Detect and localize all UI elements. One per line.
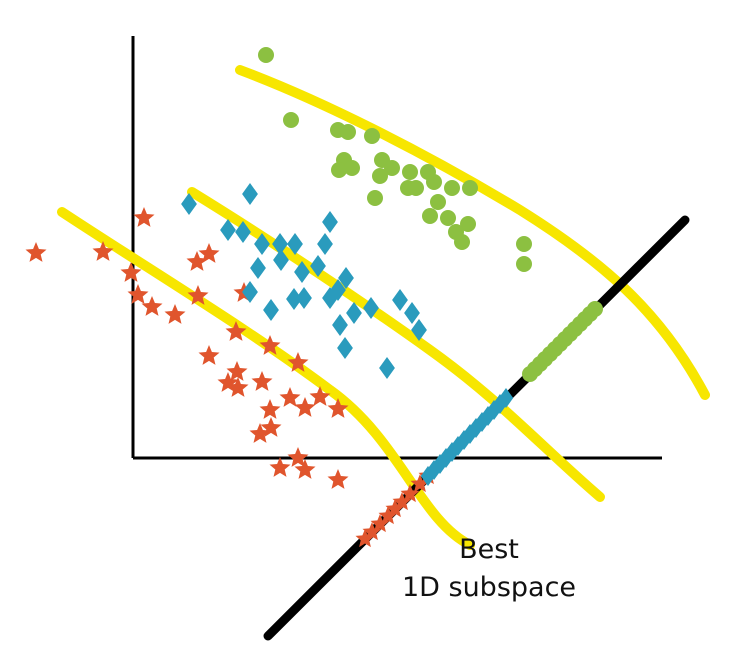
diamond-icon [286, 288, 302, 310]
circle-icon [454, 234, 470, 250]
star-icon [269, 457, 291, 477]
projection-bands [57, 65, 710, 550]
star-icon [287, 447, 309, 467]
circle-icon [460, 216, 476, 232]
caption: Best 1D subspace [384, 531, 594, 607]
star-icon [259, 335, 281, 355]
star-icon [198, 345, 220, 365]
circle-icon [367, 190, 383, 206]
diamond-icon [379, 357, 395, 379]
circle-icon [430, 194, 446, 210]
circle-icon [462, 180, 478, 196]
star-icon [327, 398, 349, 418]
diamond-icon [404, 302, 420, 324]
diamond-icon [338, 267, 354, 289]
diamond-icon [332, 314, 348, 336]
circle-icon [372, 168, 388, 184]
diamond-icon [411, 319, 427, 341]
star-icon [164, 304, 186, 324]
star-icon [227, 377, 249, 397]
circle-icon [516, 236, 532, 252]
star-icon [25, 242, 47, 262]
diamond-icon [272, 233, 288, 255]
band-stars [57, 207, 475, 550]
star-icon [92, 241, 114, 261]
circle-icon [340, 124, 356, 140]
band-circles [235, 65, 710, 400]
caption-line-1: Best [459, 534, 519, 565]
star-icon [279, 387, 301, 407]
diamond-icon [310, 255, 326, 277]
star-icon [287, 352, 309, 372]
circle-icon [422, 208, 438, 224]
star-icon [225, 321, 247, 341]
star-icon [392, 492, 412, 511]
diamond-icon [498, 388, 514, 408]
circle-icon [283, 112, 299, 128]
circle-icon [516, 256, 532, 272]
diamond-icon [181, 193, 197, 215]
circle-icon [587, 301, 603, 317]
diamond-icon [242, 183, 258, 205]
star-icon [141, 296, 163, 316]
star-icon [355, 529, 375, 548]
diamond-icon [287, 233, 303, 255]
diamond-icon [250, 257, 266, 279]
star-icon [400, 484, 420, 503]
star-icon [370, 514, 390, 533]
star-icon [127, 284, 149, 304]
star-icon [410, 474, 430, 493]
star-icon [133, 207, 155, 227]
circle-icon [444, 180, 460, 196]
star-icon [259, 399, 281, 419]
caption-line-2: 1D subspace [401, 572, 577, 603]
star-icon [251, 371, 273, 391]
circle-icon [331, 162, 347, 178]
diamond-icon [337, 337, 353, 359]
band-diamonds [187, 187, 605, 502]
circle-icon [364, 128, 380, 144]
diamond-icon [242, 281, 258, 303]
diamond-icon [322, 211, 338, 233]
star-icon [186, 251, 208, 271]
diamond-icon [317, 233, 333, 255]
circle-icon [402, 164, 418, 180]
diamond-icon [263, 299, 279, 321]
star-icon [294, 397, 316, 417]
diamond-icon [220, 219, 236, 241]
star-icon [309, 386, 331, 406]
star-icon [249, 423, 271, 443]
circle-icon [440, 210, 456, 226]
diamond-icon [254, 233, 270, 255]
star-icon [294, 459, 316, 479]
diamond-icon [330, 279, 346, 301]
circle-icon [344, 160, 360, 176]
circle-icon [408, 180, 424, 196]
diamond-icon [392, 289, 408, 311]
diamond-icon [322, 287, 338, 309]
star-icon [385, 499, 405, 518]
circle-icon [258, 47, 274, 63]
star-icon [226, 361, 248, 381]
star-icon [187, 285, 209, 305]
circle-icon [426, 174, 442, 190]
circle-icon [384, 160, 400, 176]
star-icon [198, 243, 220, 263]
diamond-icon [294, 261, 310, 283]
star-icon [378, 506, 398, 525]
diamond-icon [363, 297, 379, 319]
star-icon [327, 469, 349, 489]
diamond-icon [273, 249, 289, 271]
diamond-icon [235, 221, 251, 243]
diamond-icon [346, 302, 362, 324]
star-icon [120, 262, 142, 282]
data-points [25, 47, 603, 548]
star-icon [362, 522, 382, 541]
diamond-icon [296, 287, 312, 309]
